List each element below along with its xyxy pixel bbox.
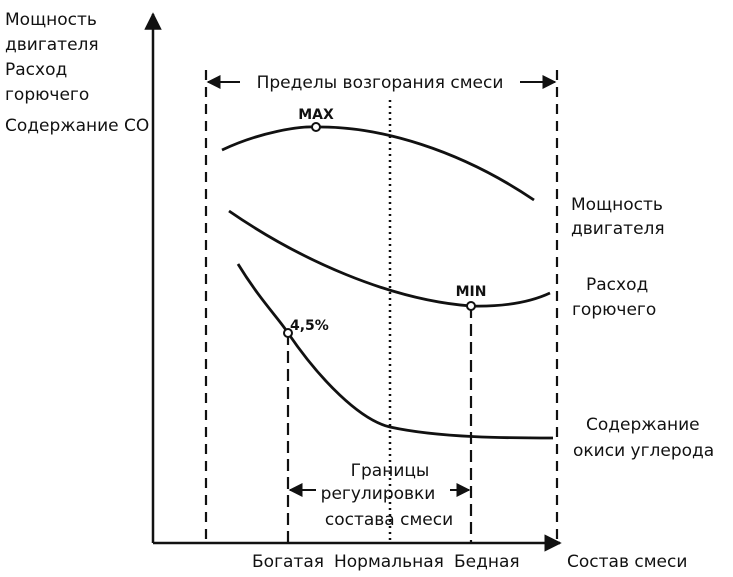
- co-percent-label: 4,5%: [290, 318, 329, 334]
- y-axis-label-line-2: двигателя: [5, 35, 99, 55]
- x-label-lean: Бедная: [454, 552, 520, 572]
- flammability-limits-label: Пределы возгорания смеси: [257, 73, 504, 93]
- y-axis-label-line-4: горючего: [5, 85, 89, 105]
- co-content-curve: [236, 263, 554, 440]
- co-curve-label-1: Содержание: [586, 415, 700, 435]
- x-label-rich: Богатая: [252, 552, 324, 572]
- adjustment-label-2: регулировки: [321, 484, 436, 504]
- min-label: MIN: [456, 284, 487, 300]
- fuel-consumption-curve: [228, 209, 551, 308]
- fuel-curve-label-2: горючего: [572, 300, 656, 320]
- min-fuel-point: [466, 301, 476, 311]
- x-axis-label: Состав смеси: [567, 552, 687, 572]
- y-axis-label-line-5: Содержание СО: [5, 116, 149, 136]
- fuel-curve-label-1: Расход: [586, 275, 648, 295]
- max-label: MAX: [298, 107, 334, 123]
- co-curve-label-2: окиси углерода: [573, 441, 714, 461]
- y-axis-label-line-3: Расход: [5, 60, 67, 80]
- y-axis-label-line-1: Мощность: [5, 10, 97, 30]
- max-power-point: [311, 122, 321, 132]
- power-curve-label-2: двигателя: [571, 219, 665, 239]
- power-curve: [221, 125, 535, 202]
- power-curve-label-1: Мощность: [571, 195, 663, 215]
- x-label-normal: Нормальная: [334, 552, 444, 572]
- adjustment-label-3: состава смеси: [325, 510, 453, 530]
- adjustment-label-1: Границы: [351, 461, 430, 481]
- co-4-5-percent-point: [283, 328, 293, 338]
